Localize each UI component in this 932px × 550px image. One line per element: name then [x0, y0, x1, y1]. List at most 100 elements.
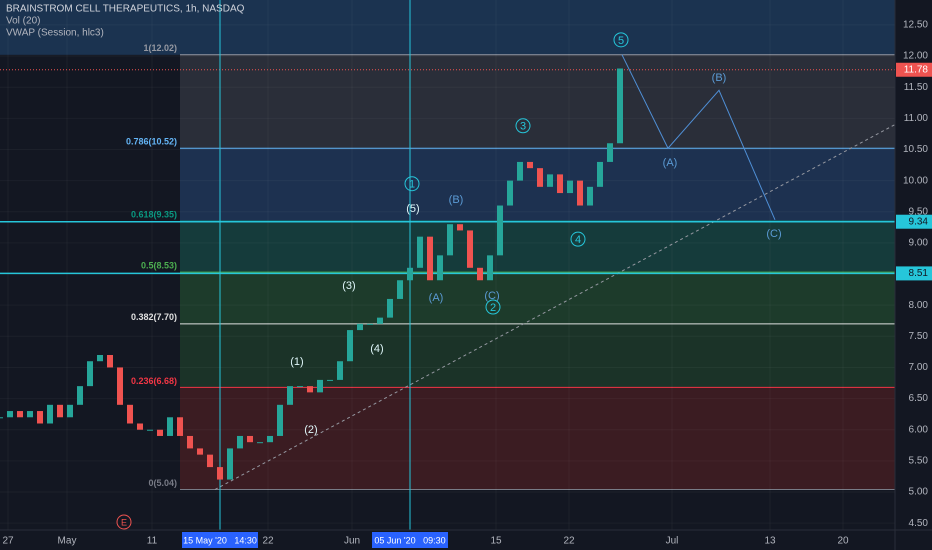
- wave-label: (2): [304, 424, 317, 436]
- candle: [387, 298, 393, 318]
- y-tick-label: 7.50: [909, 331, 929, 342]
- x-tick-label: 20: [837, 536, 849, 547]
- y-tick-label: 6.00: [909, 424, 929, 435]
- candle: [237, 435, 243, 449]
- wave-label: 4: [575, 234, 581, 246]
- wave-label: (4): [370, 343, 383, 355]
- price-label: 8.51: [909, 268, 929, 279]
- x-tick-label: 13: [764, 536, 776, 547]
- candle: [507, 180, 513, 206]
- candle: [197, 448, 203, 455]
- candle: [87, 361, 93, 387]
- wave-label: (A): [663, 157, 678, 169]
- candle: [317, 379, 323, 393]
- candle: [127, 404, 133, 424]
- candle: [77, 386, 83, 405]
- fib-label: 0.236(6.68): [131, 376, 177, 386]
- candle: [307, 386, 313, 393]
- candle: [567, 180, 573, 194]
- fib-zone: [0, 0, 895, 55]
- candle: [347, 330, 353, 362]
- candle: [167, 417, 173, 436]
- candle: [577, 180, 583, 206]
- indicator-label: Vol (20): [6, 16, 40, 27]
- fib-label: 0.786(10.52): [126, 137, 177, 147]
- candle: [517, 161, 523, 181]
- fib-zone: [180, 54, 895, 149]
- candle: [227, 448, 233, 480]
- candle: [357, 323, 363, 331]
- candle: [597, 161, 603, 187]
- candle: [407, 267, 413, 281]
- x-tick-label: 22: [262, 536, 274, 547]
- fib-label: 1(12.02): [143, 43, 177, 53]
- candle: [17, 411, 23, 418]
- wave-label: (C): [766, 228, 781, 240]
- candle: [187, 435, 193, 449]
- candle: [467, 230, 473, 268]
- candle: [377, 317, 383, 324]
- x-tick-label: Jun: [344, 536, 360, 547]
- cursor-label-box: [182, 532, 258, 548]
- earnings-marker: [116, 514, 132, 530]
- price-label-box: [896, 62, 932, 77]
- candle: [27, 411, 33, 418]
- y-tick-label: 9.50: [909, 206, 929, 217]
- candle: [417, 236, 423, 268]
- candle: [487, 255, 493, 281]
- cursor-label: 15 May '20 14:30: [183, 535, 257, 545]
- candle: [327, 379, 333, 381]
- wave-label: (A): [429, 292, 444, 304]
- candle: [447, 224, 453, 256]
- candle: [217, 467, 223, 480]
- candle: [537, 168, 543, 187]
- y-tick-label: 5.00: [909, 487, 929, 498]
- wave-circle: [485, 299, 501, 315]
- candle: [157, 429, 163, 436]
- fib-label: 0(5.04): [148, 478, 177, 488]
- price-label: 11.78: [904, 64, 929, 75]
- candle: [47, 404, 53, 424]
- wave-label: (1): [290, 356, 303, 368]
- y-tick-label: 11.50: [904, 82, 929, 93]
- x-tick-label: 22: [563, 536, 575, 547]
- candle: [607, 143, 613, 162]
- candle: [177, 417, 183, 436]
- x-tick-label: May: [58, 536, 77, 547]
- cursor-label-box: [372, 532, 448, 548]
- fib-zone: [180, 387, 895, 490]
- candle: [277, 404, 283, 436]
- indicator-label: VWAP (Session, hlc3): [6, 28, 104, 39]
- candle: [547, 174, 553, 187]
- candle: [617, 68, 623, 144]
- candle: [297, 386, 303, 388]
- y-tick-label: 7.00: [909, 362, 929, 373]
- price-label-box: [896, 266, 932, 281]
- wave-circle: [515, 118, 531, 134]
- candle: [587, 186, 593, 206]
- candle: [527, 161, 533, 169]
- candle: [427, 236, 433, 281]
- wave-label: (C): [484, 290, 499, 302]
- y-tick-label: 4.50: [909, 518, 929, 529]
- wave-label: 3: [520, 121, 526, 133]
- y-tick-label: 8.00: [909, 300, 929, 311]
- candle: [367, 323, 373, 325]
- candle: [97, 354, 103, 362]
- wave-label: 2: [490, 302, 496, 314]
- x-tick-label: 27: [2, 536, 14, 547]
- wave-label: (B): [449, 194, 464, 206]
- wave-label: (3): [342, 280, 355, 292]
- fib-zone: [180, 221, 895, 273]
- candle: [247, 435, 253, 443]
- y-tick-label: 9.00: [909, 238, 929, 249]
- price-label: 9.34: [909, 216, 929, 227]
- wave-label: 1: [409, 179, 415, 191]
- candle: [457, 224, 463, 231]
- price-label-box: [896, 214, 932, 229]
- wave-label: 5: [618, 35, 624, 47]
- y-tick-label: 11.00: [904, 113, 929, 124]
- fib-zone: [180, 323, 895, 388]
- wave-label: (5): [406, 203, 419, 215]
